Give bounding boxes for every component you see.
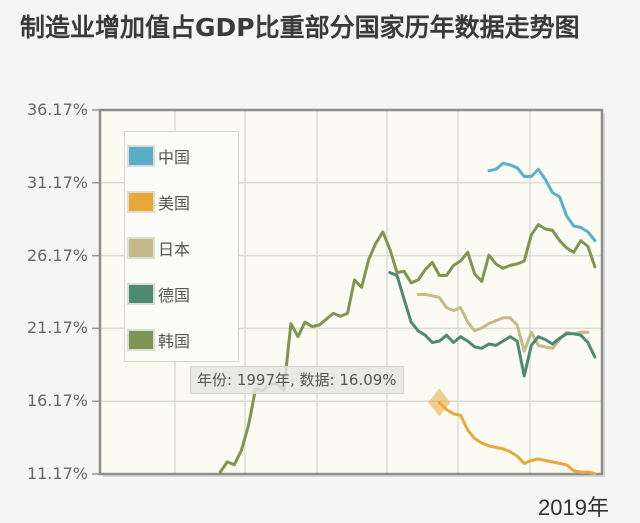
- highlight-marker[interactable]: [428, 388, 451, 417]
- legend-item[interactable]: 美国: [127, 190, 190, 214]
- legend-swatch: [127, 145, 155, 167]
- series-line-德国[interactable]: [388, 271, 597, 378]
- y-tick-label: 21.17%: [26, 318, 88, 338]
- y-tick-label: 31.17%: [26, 172, 88, 192]
- page-title: 制造业增加值占GDP比重部分国家历年数据走势图: [20, 13, 580, 42]
- legend-swatch: [127, 283, 155, 305]
- y-tick-label: 16.17%: [26, 391, 88, 411]
- legend-swatch: [127, 329, 155, 351]
- y-tick-label: 11.17%: [26, 464, 88, 483]
- y-tick-label: 26.17%: [26, 245, 88, 265]
- legend-swatch: [127, 191, 155, 213]
- series-line-中国[interactable]: [487, 161, 597, 243]
- legend-label: 日本: [158, 240, 191, 259]
- legend-item[interactable]: 德国: [127, 282, 190, 306]
- legend-label: 中国: [158, 148, 191, 167]
- legend-item[interactable]: 韩国: [127, 328, 190, 352]
- legend-label: 美国: [158, 194, 191, 213]
- legend-swatch: [127, 237, 155, 259]
- legend-item[interactable]: 中国: [127, 144, 190, 168]
- series-line-美国[interactable]: [437, 400, 597, 476]
- legend-item[interactable]: 日本: [127, 236, 190, 260]
- legend-label: 韩国: [158, 332, 191, 351]
- y-tick-label: 36.17%: [26, 100, 88, 119]
- legend-label: 德国: [158, 286, 191, 305]
- x-axis-end-label: 2019年: [538, 495, 609, 520]
- data-tooltip: 年份: 1997年, 数据: 16.09%: [190, 366, 404, 394]
- legend: 中国美国日本德国韩国: [124, 131, 239, 362]
